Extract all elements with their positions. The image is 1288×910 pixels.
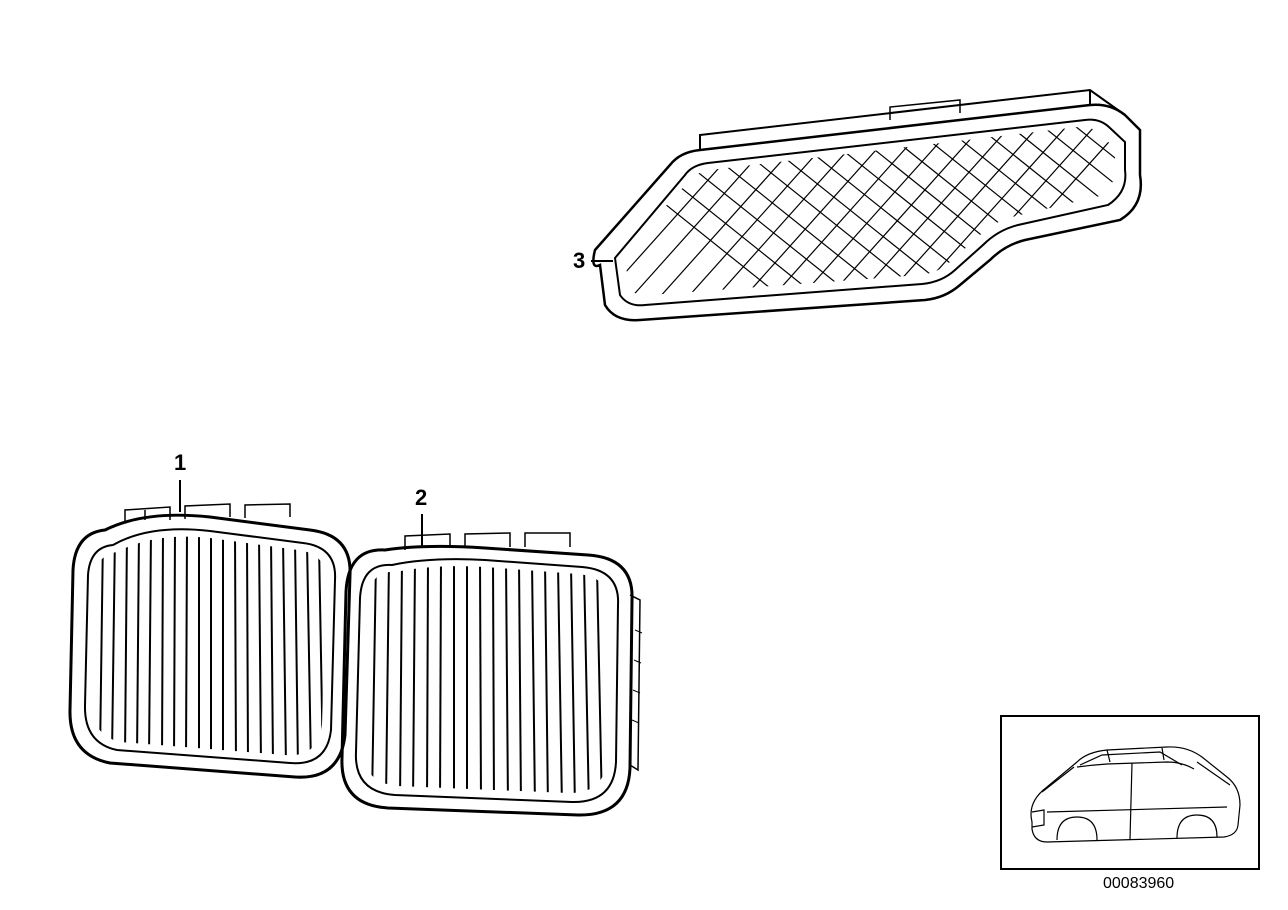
callout-label-3: 3 (573, 248, 585, 274)
callout-line-3 (591, 260, 613, 262)
kidney-grille-right (330, 500, 650, 825)
callout-line-1 (179, 480, 181, 512)
vehicle-outline-icon (1002, 717, 1258, 868)
technical-diagram: 1 2 3 (0, 0, 1288, 910)
diagram-part-number: 00083960 (1103, 875, 1174, 893)
callout-label-1: 1 (174, 450, 186, 476)
vehicle-reference-box (1000, 715, 1260, 870)
callout-label-2: 2 (415, 485, 427, 511)
hood-grille-part (550, 70, 1170, 350)
kidney-grille-left (55, 475, 365, 795)
callout-line-2 (421, 514, 423, 546)
